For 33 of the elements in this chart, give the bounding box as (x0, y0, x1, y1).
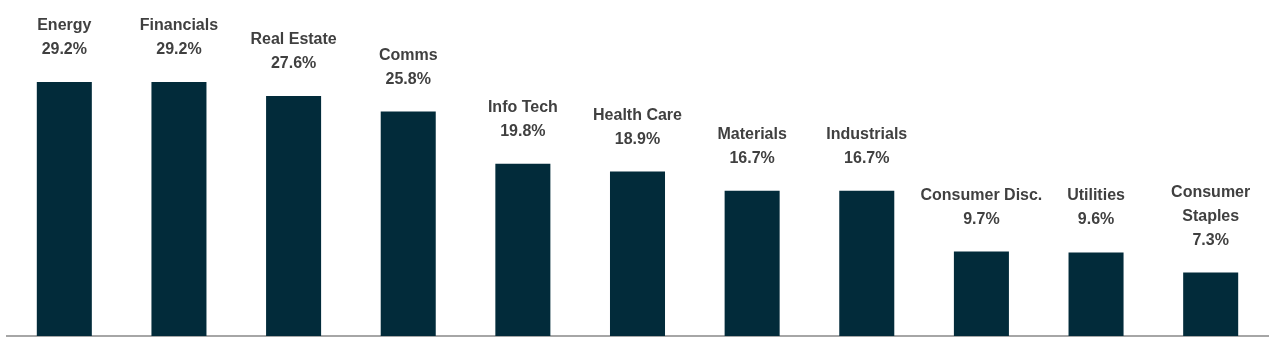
bar (609, 171, 666, 336)
x-tick-label: Energy (37, 16, 92, 33)
x-tick-label: Comms (378, 45, 438, 63)
data-label: 27.6% (270, 53, 317, 71)
x-tick-label: Info Tech (487, 97, 558, 115)
data-label: 7.3% (1192, 230, 1229, 248)
data-label: 19.8% (500, 121, 546, 139)
x-tick-label: Industrials (826, 124, 908, 142)
x-tick-label: Health Care (593, 105, 683, 123)
data-label: 18.9% (614, 129, 661, 147)
x-tick-label: Utilities (1067, 186, 1126, 204)
bar (839, 190, 895, 336)
x-tick-label: Consumer Staples (1171, 182, 1251, 224)
data-label: 29.2% (41, 40, 88, 57)
data-label: 9.6% (1077, 210, 1115, 228)
data-label: 25.8% (385, 69, 431, 87)
bar (495, 163, 551, 336)
bar (1068, 252, 1124, 336)
bar (724, 190, 780, 336)
bar (36, 82, 92, 336)
bar (1183, 272, 1239, 336)
bar (266, 95, 322, 336)
x-tick-label: Real Estate (250, 29, 337, 47)
bar (953, 251, 1009, 336)
x-tick-label: Consumer Disc. (920, 185, 1043, 203)
x-tick-label: Financials (139, 16, 219, 33)
data-label: 29.2% (156, 40, 202, 57)
data-label: 16.7% (729, 148, 775, 166)
bar (151, 82, 207, 336)
data-label: 9.7% (963, 209, 1000, 227)
bar (380, 111, 436, 336)
data-label: 16.7% (844, 148, 890, 166)
x-tick-label: Materials (717, 124, 787, 142)
